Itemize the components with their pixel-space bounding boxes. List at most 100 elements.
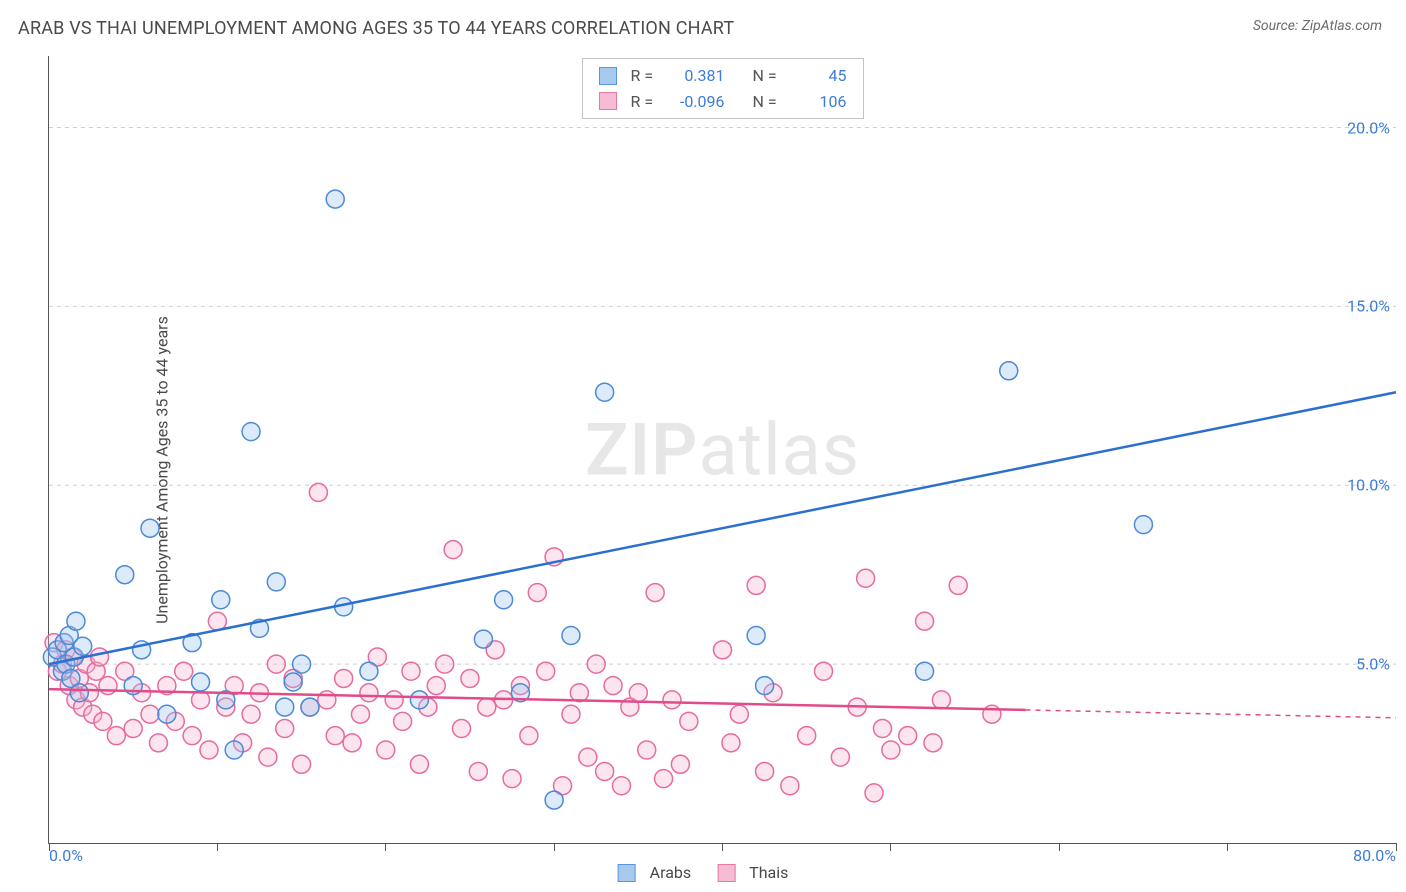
thai-point [444, 541, 462, 559]
thai-point [528, 584, 546, 602]
thai-point [343, 734, 361, 752]
thai-point [629, 684, 647, 702]
thai-point [402, 662, 420, 680]
thai-point [91, 648, 109, 666]
thai-point [318, 691, 336, 709]
x-tick [1227, 843, 1228, 851]
thai-point [873, 720, 891, 738]
thai-point [663, 691, 681, 709]
arab-point [116, 566, 134, 584]
thai-point [326, 727, 344, 745]
thai-point [671, 755, 689, 773]
arab-point [284, 673, 302, 691]
thai-point [730, 705, 748, 723]
thai-point [394, 712, 412, 730]
x-tick [385, 843, 386, 851]
thai-point [798, 727, 816, 745]
thai-point [183, 727, 201, 745]
y-tick-label: 20.0% [1347, 118, 1396, 137]
thai-point [932, 691, 950, 709]
legend-label-arab: Arabs [650, 863, 692, 882]
thai-point [469, 762, 487, 780]
thai-point [781, 777, 799, 795]
legend-item-arab: Arabs [618, 863, 692, 882]
thai-point [747, 576, 765, 594]
arab-point [242, 423, 260, 441]
thai-point [377, 741, 395, 759]
arab-point [495, 591, 513, 609]
thai-point [865, 784, 883, 802]
stat-n-label: N = [753, 63, 779, 89]
thai-point [638, 741, 656, 759]
thai-point [503, 770, 521, 788]
swatch-thai [599, 92, 617, 110]
thai-point [360, 684, 378, 702]
thai-point [259, 748, 277, 766]
thai-point [99, 677, 117, 695]
thai-point [899, 727, 917, 745]
swatch-arab [599, 67, 617, 85]
thai-point [175, 662, 193, 680]
arab-point [276, 698, 294, 716]
header: ARAB VS THAI UNEMPLOYMENT AMONG AGES 35 … [0, 0, 1406, 47]
arab-point [360, 662, 378, 680]
swatch-thai [717, 864, 735, 882]
arab-point [916, 662, 934, 680]
thai-point [141, 705, 159, 723]
thai-point [267, 655, 285, 673]
arab-point [1000, 362, 1018, 380]
thai-point [680, 712, 698, 730]
thai-point [579, 748, 597, 766]
thai-point [293, 755, 311, 773]
thai-point [453, 720, 471, 738]
arab-point [410, 691, 428, 709]
stat-r-label: R = [631, 63, 657, 89]
thai-point [107, 727, 125, 745]
thai-point [949, 576, 967, 594]
thai-point [882, 741, 900, 759]
arab-point [74, 637, 92, 655]
thai-trend-line-dashed [1026, 710, 1396, 718]
thai-point [208, 612, 226, 630]
thai-point [612, 777, 630, 795]
arab-point [212, 591, 230, 609]
stats-row-thai: R = -0.096 N = 106 [599, 89, 847, 115]
thai-point [309, 483, 327, 501]
arab-point [192, 673, 210, 691]
stat-n-arab: 45 [787, 63, 847, 89]
stat-n-thai: 106 [787, 89, 847, 115]
x-tick [722, 843, 723, 851]
thai-point [831, 748, 849, 766]
legend-label-thai: Thais [749, 863, 788, 882]
arab-point [301, 698, 319, 716]
x-tick [217, 843, 218, 851]
stat-r-label: R = [631, 89, 657, 115]
thai-point [200, 741, 218, 759]
arab-point [756, 677, 774, 695]
thai-point [478, 698, 496, 716]
stat-n-label: N = [753, 89, 779, 115]
thai-point [335, 669, 353, 687]
thai-point [587, 655, 605, 673]
arab-point [293, 655, 311, 673]
y-tick-label: 15.0% [1347, 297, 1396, 316]
chart-container: Unemployment Among Ages 35 to 44 years Z… [0, 48, 1406, 892]
thai-point [722, 734, 740, 752]
x-tick [890, 843, 891, 851]
thai-point [520, 727, 538, 745]
x-tick-label: 80.0% [1353, 846, 1396, 865]
y-tick-label: 10.0% [1347, 476, 1396, 495]
plot-area: ZIPatlas R = 0.381 N = 45 R = -0.096 N =… [48, 56, 1396, 844]
thai-point [604, 677, 622, 695]
thai-point [410, 755, 428, 773]
arab-point [158, 705, 176, 723]
thai-point [570, 684, 588, 702]
arab-point [596, 383, 614, 401]
x-tick-label: 0.0% [49, 846, 83, 865]
y-tick-label: 5.0% [1356, 655, 1396, 674]
thai-point [857, 569, 875, 587]
arab-point [70, 684, 88, 702]
arab-point [562, 627, 580, 645]
thai-point [436, 655, 454, 673]
arab-point [545, 791, 563, 809]
